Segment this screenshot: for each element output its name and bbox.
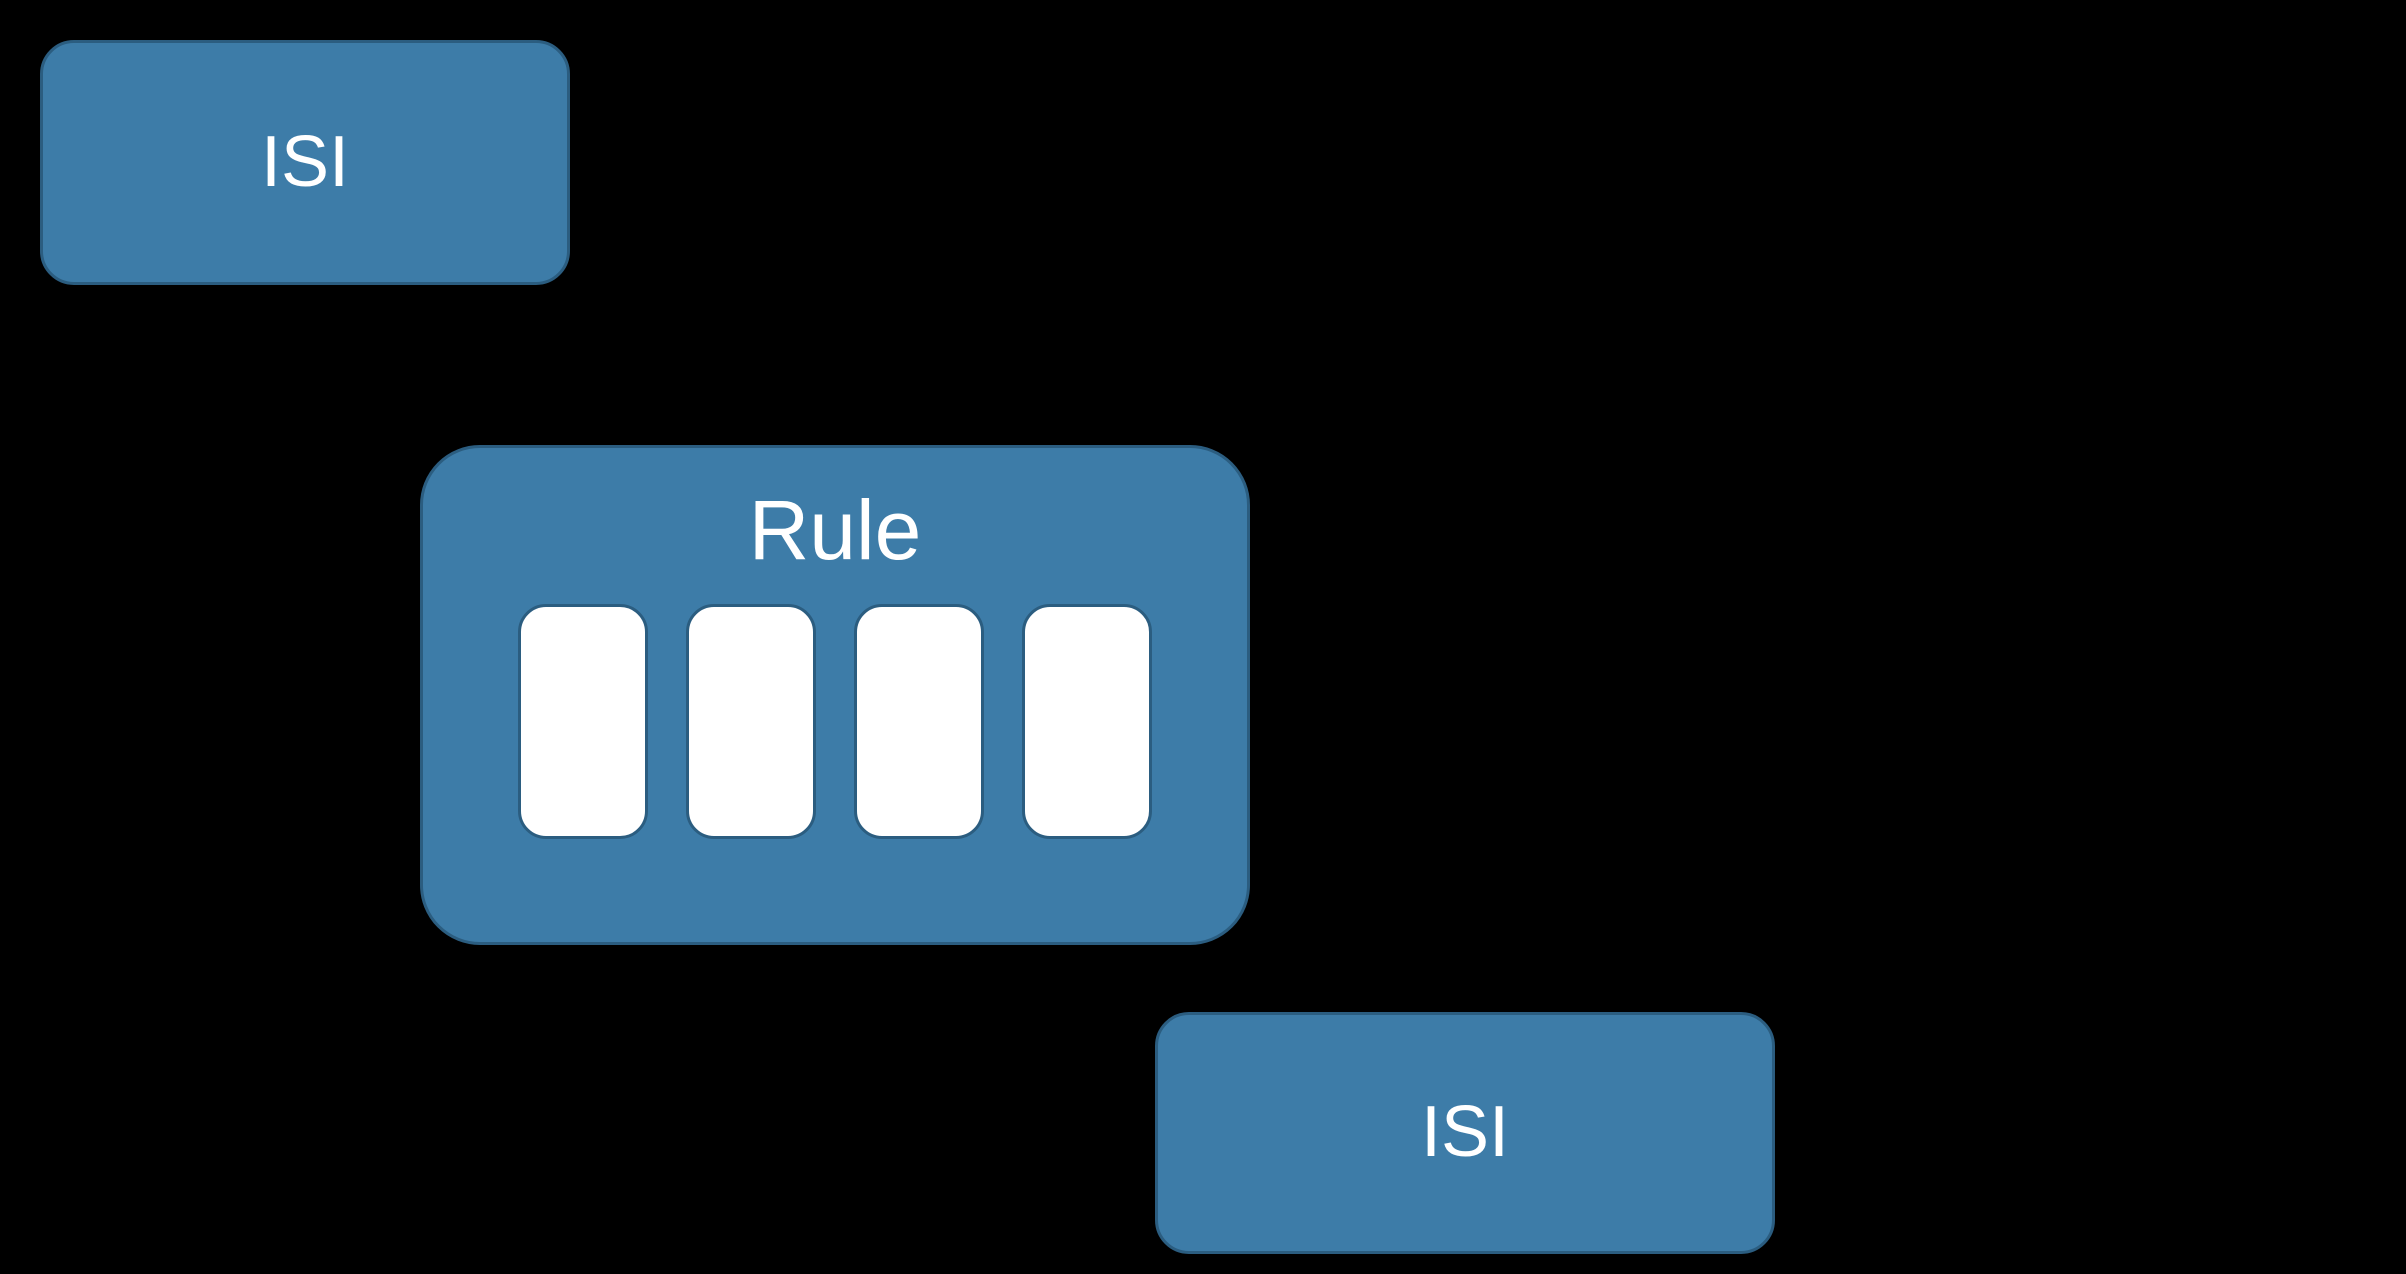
node-rule-slot (686, 604, 816, 839)
node-rule-slot (854, 604, 984, 839)
node-isi_bottom: ISI (1155, 1012, 1775, 1254)
node-rule-slots (518, 604, 1152, 839)
node-rule-slot (1022, 604, 1152, 839)
node-isi_bottom-label: ISI (1421, 1093, 1509, 1172)
node-rule-label: Rule (749, 484, 922, 576)
node-isi_top: ISI (40, 40, 570, 285)
diagram-canvas: ISI Rule ISI (0, 0, 2406, 1274)
node-rule-slot (518, 604, 648, 839)
edge-isi_top-rule (560, 285, 706, 445)
node-isi_top-label: ISI (261, 123, 349, 202)
node-rule: Rule (420, 445, 1250, 945)
